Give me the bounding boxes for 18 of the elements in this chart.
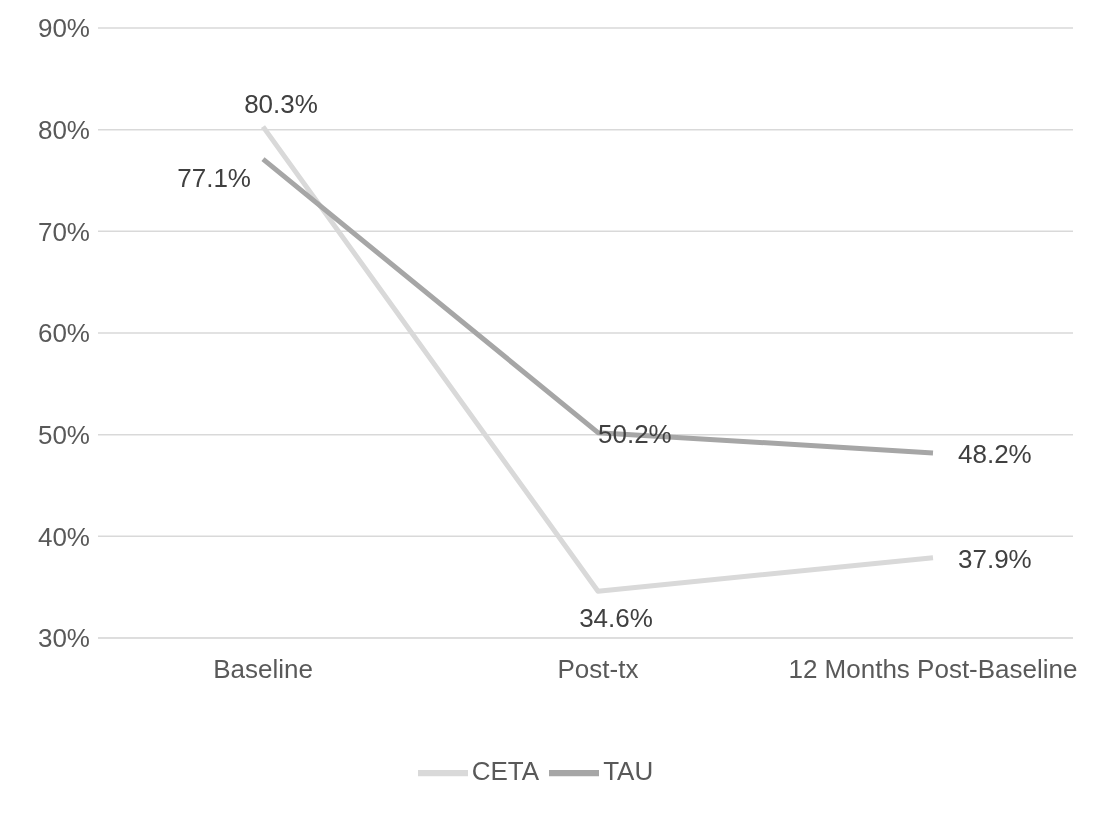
y-tick-label: 30% [37,623,90,654]
x-tick-label: 12 Months Post-Baseline [788,654,1078,685]
data-label: 48.2% [958,438,1032,469]
data-label: 34.6% [579,603,653,634]
y-tick-label: 80% [37,114,90,145]
x-tick-label: Baseline [213,654,313,685]
data-label: 80.3% [244,88,318,119]
data-label: 77.1% [177,163,251,194]
y-tick-label: 50% [37,419,90,450]
x-tick-label: Post-tx [557,654,639,685]
y-tick-label: 60% [37,318,90,349]
legend-label: CETA [471,755,540,786]
y-tick-label: 70% [37,216,90,247]
data-label: 37.9% [958,543,1032,574]
y-tick-label: 90% [37,13,90,44]
y-tick-label: 40% [37,521,90,552]
data-label: 50.2% [598,418,672,449]
legend-label: TAU [603,755,654,786]
